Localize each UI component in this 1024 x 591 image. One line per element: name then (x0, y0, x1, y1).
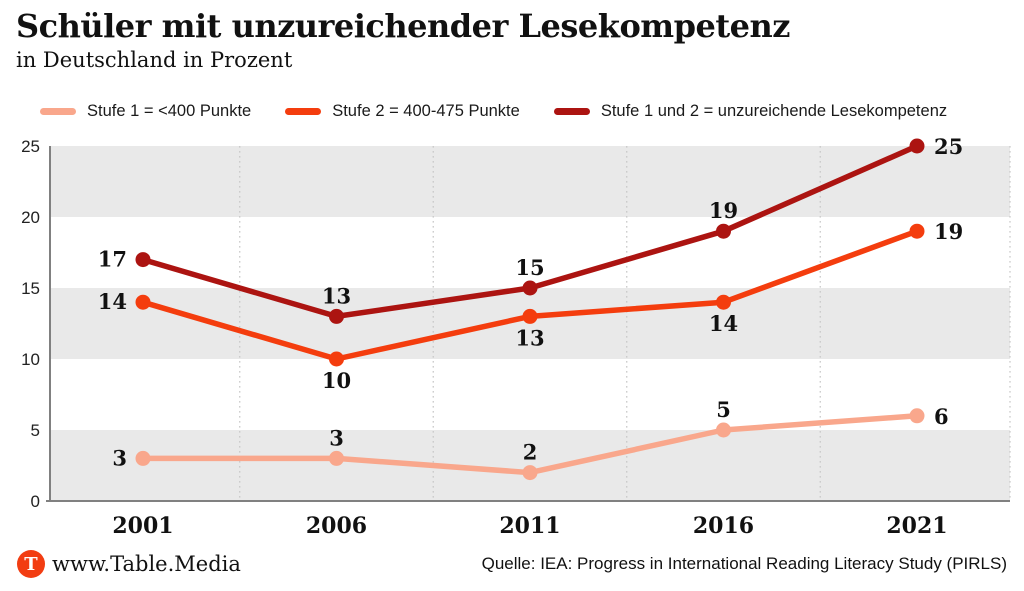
data-point (522, 280, 538, 296)
legend-item-3: Stufe 1 und 2 = unzureichende Lesekompet… (553, 102, 948, 121)
data-label: 2 (523, 440, 538, 465)
data-label: 14 (98, 289, 127, 314)
y-tick-label: 25 (21, 137, 40, 156)
page-title: Schüler mit unzureichender Lesekompetenz (16, 7, 790, 45)
x-tick-label: 2011 (499, 513, 560, 539)
table-media-logo-icon: T (17, 550, 45, 578)
legend-swatch-icon (553, 108, 590, 115)
data-label: 13 (322, 283, 351, 308)
legend-swatch-icon (40, 108, 76, 115)
data-label: 6 (934, 404, 949, 429)
data-point (135, 294, 151, 310)
data-point (135, 450, 151, 466)
data-label: 13 (515, 325, 544, 350)
logo-letter: T (24, 553, 38, 575)
legend-swatch-icon (285, 108, 322, 115)
data-label: 25 (934, 134, 963, 159)
data-label: 19 (934, 219, 963, 244)
data-point (909, 223, 925, 239)
header: Schüler mit unzureichender Lesekompetenz… (16, 8, 1006, 72)
data-label: 14 (709, 311, 738, 336)
x-tick-label: 2001 (112, 513, 173, 539)
data-label: 5 (716, 397, 731, 422)
data-label: 3 (112, 445, 127, 470)
x-tick-label: 2021 (886, 513, 947, 539)
data-point (909, 408, 925, 424)
data-label: 10 (322, 368, 351, 393)
data-point (329, 308, 344, 324)
data-label: 17 (98, 247, 127, 272)
data-point (522, 308, 538, 324)
legend-item-2: Stufe 2 = 400-475 Punkte (285, 102, 520, 121)
data-point (716, 294, 731, 310)
series-1: 3 3 2 5 6 (112, 397, 949, 481)
y-tick-label: 5 (31, 421, 40, 440)
y-tick-label: 10 (21, 350, 40, 369)
data-point (522, 465, 538, 481)
data-point (329, 450, 344, 466)
series-3: 17 13 15 19 25 (98, 134, 963, 324)
source-text: Quelle: IEA: Progress in International R… (481, 554, 1007, 573)
y-tick-label: 20 (21, 208, 40, 227)
data-label: 15 (515, 255, 544, 280)
site-name: www.Table.Media (52, 552, 241, 576)
y-tick-label: 15 (21, 279, 40, 298)
footer: T www.Table.Media Quelle: IEA: Progress … (0, 546, 1024, 582)
series-2: 14 10 13 14 19 (98, 219, 963, 393)
data-point (135, 252, 151, 268)
legend-item-label: Stufe 2 = 400-475 Punkte (332, 102, 520, 120)
legend-item-1: Stufe 1 = <400 Punkte (40, 102, 251, 121)
legend: Stufe 1 = <400 Punkte Stufe 2 = 400-475 P… (40, 102, 947, 121)
data-point (329, 351, 344, 367)
legend-item-label: Stufe 1 und 2 = unzureichende Lesekompet… (600, 102, 948, 120)
data-point (909, 138, 925, 154)
data-point (716, 422, 731, 438)
x-tick-label: 2016 (693, 513, 754, 539)
data-point (716, 223, 731, 239)
x-tick-label: 2006 (306, 513, 367, 539)
legend-item-label: Stufe 1 = <400 Punkte (87, 102, 252, 120)
data-label: 19 (709, 198, 738, 223)
data-label: 3 (329, 425, 344, 450)
brand: T www.Table.Media (17, 550, 241, 578)
y-tick-label: 0 (31, 492, 40, 511)
page-subtitle: in Deutschland in Prozent (16, 47, 293, 72)
grid-band (50, 146, 1010, 217)
